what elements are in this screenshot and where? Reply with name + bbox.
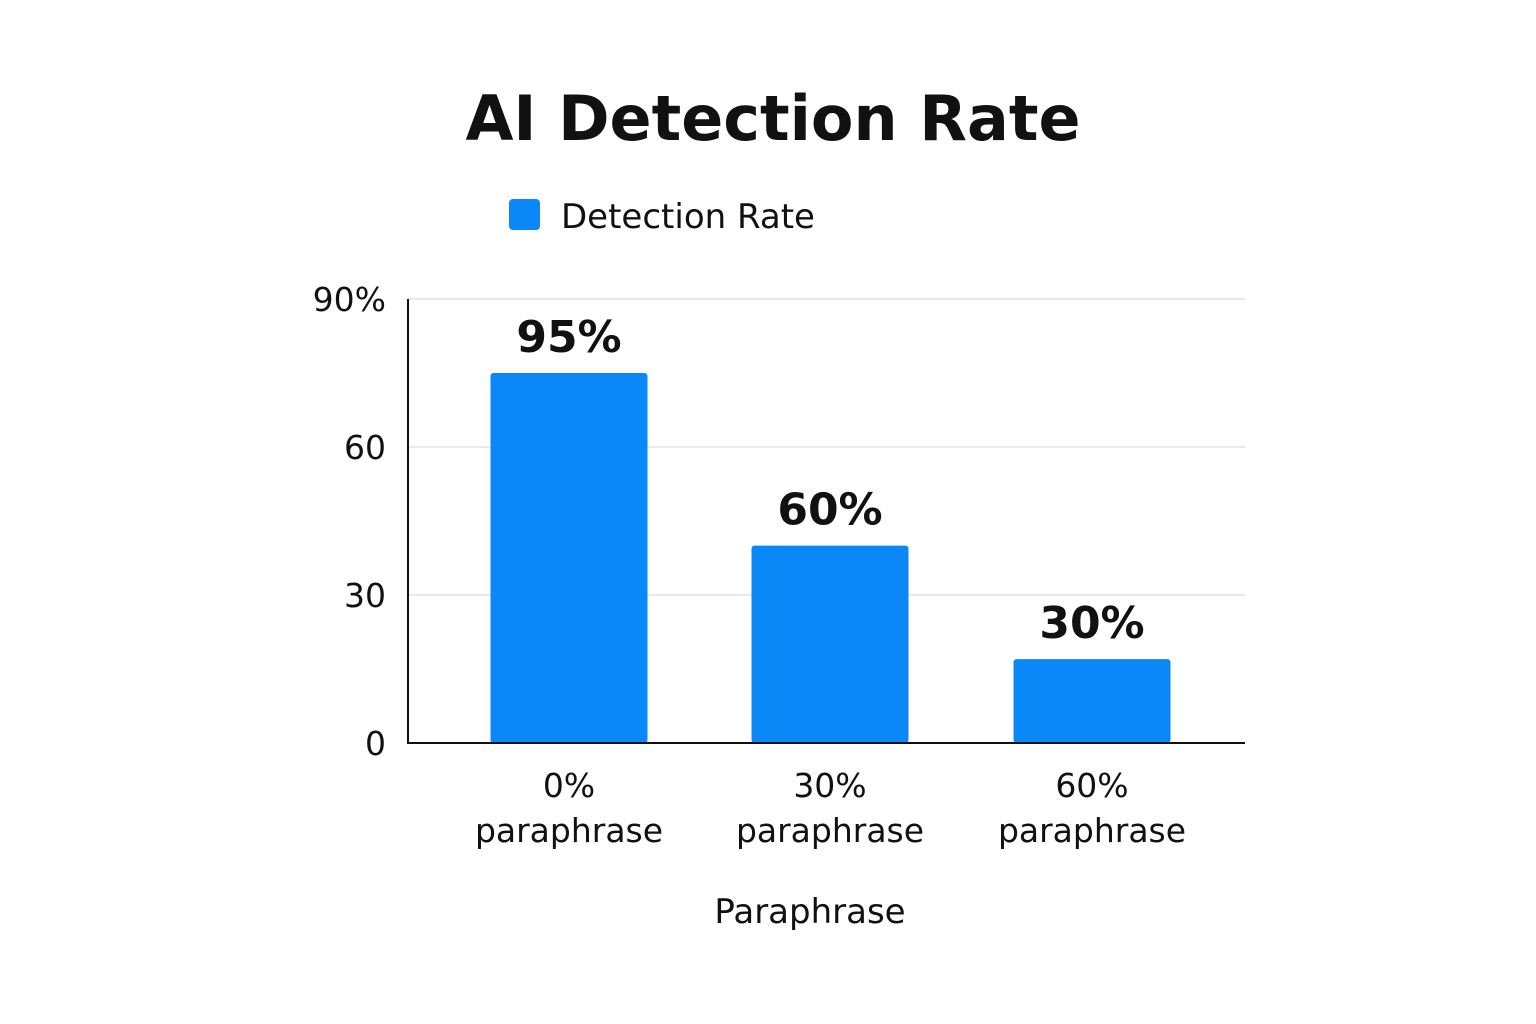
y-axis-ticks: 0 30 60 90% — [313, 280, 386, 763]
x-tick-label-line: paraphrase — [998, 811, 1186, 850]
x-axis-label: Paraphrase — [714, 892, 905, 932]
y-tick-label: 0 — [365, 724, 386, 763]
x-axis-categories: 0% paraphrase 30% paraphrase 60% paraphrase — [475, 766, 1186, 850]
bar — [1013, 659, 1171, 743]
data-labels: 95% 60% 30% — [516, 312, 1144, 649]
x-tick-label: 30% paraphrase — [736, 766, 924, 850]
y-tick-label: 60 — [344, 428, 386, 467]
x-tick-label-line: 30% — [793, 766, 866, 805]
bars — [490, 373, 1171, 743]
legend: Detection Rate — [509, 197, 815, 237]
chart-title: AI Detection Rate — [465, 82, 1080, 155]
data-label: 60% — [777, 485, 882, 536]
x-tick-label-line: 0% — [543, 766, 595, 805]
data-label: 95% — [516, 312, 621, 363]
x-tick-label-line: 60% — [1055, 766, 1128, 805]
legend-swatch — [509, 199, 540, 230]
bar — [751, 545, 909, 743]
x-tick-label: 60% paraphrase — [998, 766, 1186, 850]
y-tick-label: 90% — [313, 280, 386, 319]
legend-label: Detection Rate — [561, 197, 815, 237]
x-tick-label-line: paraphrase — [736, 811, 924, 850]
x-tick-label: 0% paraphrase — [475, 766, 663, 850]
x-tick-label-line: paraphrase — [475, 811, 663, 850]
data-label: 30% — [1039, 598, 1144, 649]
y-tick-label: 30 — [344, 576, 386, 615]
bar — [490, 373, 648, 743]
